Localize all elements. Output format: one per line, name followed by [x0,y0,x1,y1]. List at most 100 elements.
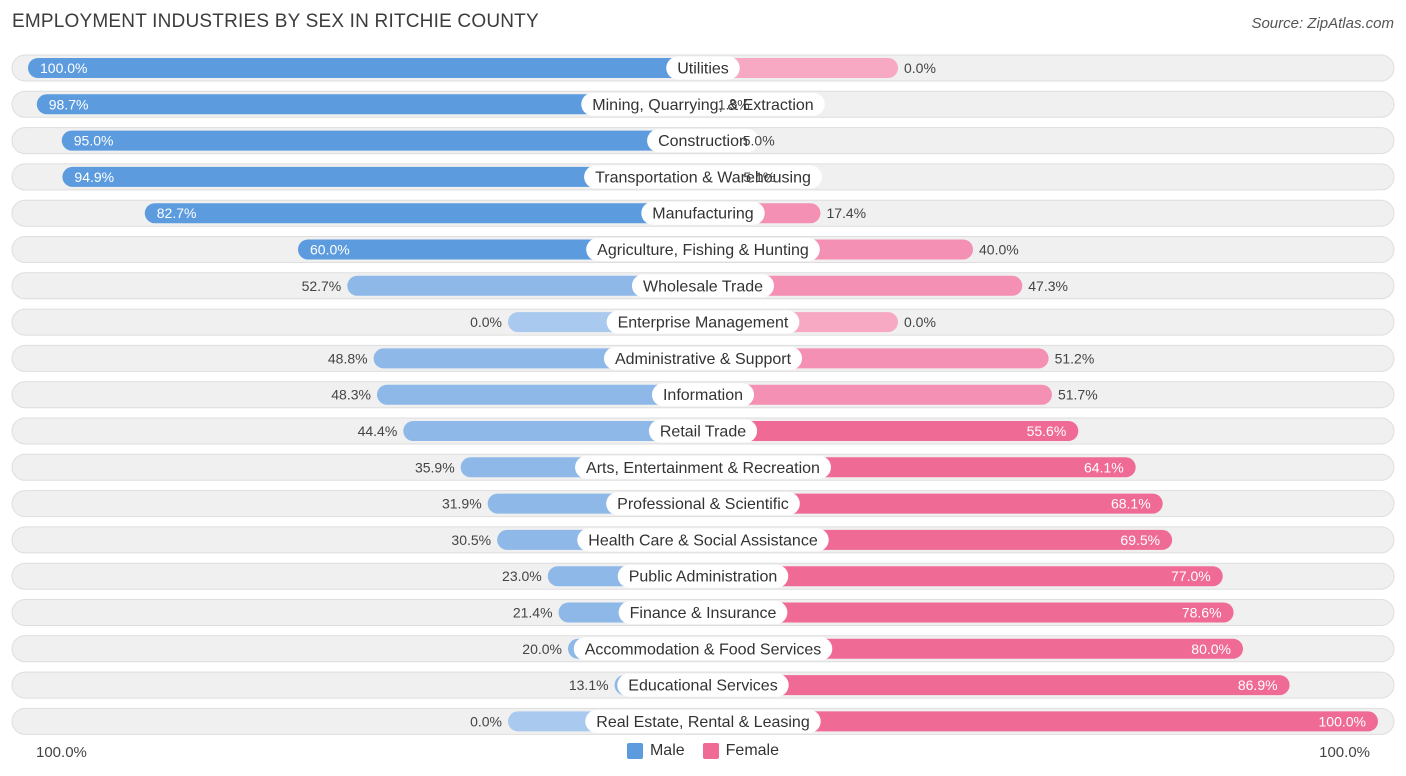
chart-row: Manufacturing 82.7% 17.4% [11,199,1395,227]
value-label-female: 5.1% [743,169,775,185]
chart-row: Professional & Scientific 31.9% 68.1% [11,490,1395,518]
axis-right-label: 100.0% [1319,744,1370,761]
bar-male [403,421,703,441]
value-label-female: 69.5% [1120,532,1160,548]
category-label: Health Care & Social Assistance [588,532,818,549]
bar-female [703,711,1378,732]
bar-female [703,638,1243,659]
bar-female [703,602,1234,623]
category-label-pill [584,165,822,189]
category-label: Retail Trade [660,424,746,441]
category-label-pill [603,346,803,370]
legend-swatch-male [626,743,643,759]
value-label-female: 51.2% [1055,350,1095,366]
bar-female [703,58,898,78]
category-label-pill [617,673,789,697]
value-label-female: 51.7% [1058,387,1098,403]
value-label-female: 80.0% [1191,641,1231,657]
chart-row: Construction 95.0% 5.0% [11,127,1395,155]
bar-male [376,384,703,405]
category-label: Educational Services [628,678,777,695]
bar-male [61,130,703,151]
value-label-male: 0.0% [470,314,502,330]
chart-row: Agriculture, Fishing & Hunting 60.0% 40.0% [11,236,1395,263]
chart-plot-area: Utilities 100.0% 0.0% Mining, Quarrying, & … [11,54,1395,735]
bar-male [62,166,704,187]
category-label: Arts, Entertainment & Recreation [586,460,820,477]
value-label-male: 31.9% [442,496,482,512]
chart-row: Public Administration 23.0% 77.0% [11,562,1395,590]
bar-male [28,58,703,78]
category-label: Enterprise Management [618,315,789,332]
source-credit: Source: ZipAtlas.com [1251,15,1394,32]
value-label-female: 5.0% [743,133,775,149]
value-label-female: 47.3% [1028,278,1068,294]
category-label-pill [573,637,833,661]
chart-row: Educational Services 13.1% 86.9% [11,671,1395,699]
category-label-pill [606,492,800,516]
value-label-male: 52.7% [302,278,342,294]
bar-female [703,421,1079,441]
category-label-pill [585,709,821,733]
value-label-female: 68.1% [1111,496,1151,512]
value-label-female: 55.6% [1027,423,1067,439]
category-label: Finance & Insurance [630,605,777,622]
category-label-pill [618,601,788,624]
category-label-pill [648,419,758,443]
category-label-pill [647,129,759,153]
legend-item-female[interactable]: Female [702,742,780,760]
bar-female [703,566,1223,587]
chart-row: Wholesale Trade 52.7% 47.3% [11,272,1395,300]
bar-female [703,493,1163,514]
category-label: Mining, Quarrying, & Extraction [592,97,813,114]
value-label-female: 0.0% [904,60,936,76]
chart-row: Health Care & Social Assistance 30.5% 69.5… [11,526,1395,554]
category-label-pill [586,238,820,261]
category-label: Utilities [677,61,729,78]
legend-swatch-female [702,743,719,759]
category-label: Professional & Scientific [617,496,789,513]
category-label: Public Administration [629,569,778,586]
value-label-male: 98.7% [49,96,89,112]
bar-female [703,384,1052,405]
category-label: Manufacturing [652,206,753,223]
category-label-pill [641,201,765,225]
value-label-male: 94.9% [74,169,114,185]
value-label-male: 35.9% [415,459,455,475]
chart-row: Information 48.3% 51.7% [11,381,1395,409]
axis-left-label: 100.0% [36,744,87,761]
value-label-male: 100.0% [40,60,87,76]
category-label: Transportation & Warehousing [595,169,811,186]
value-label-male: 60.0% [310,242,350,258]
category-label: Wholesale Trade [643,278,763,295]
value-label-female: 0.0% [904,314,936,330]
value-label-male: 20.0% [522,641,562,657]
chart-row: Finance & Insurance 21.4% 78.6% [11,599,1395,626]
category-label: Information [663,387,743,404]
legend-item-male[interactable]: Male [626,742,685,760]
chart-row: Enterprise Management 0.0% 0.0% [11,308,1395,336]
chart-row: Accommodation & Food Services 20.0% 80.0% [11,635,1395,663]
category-label-pill [617,564,789,588]
value-label-female: 86.9% [1238,677,1278,693]
category-label-pill [581,92,825,116]
chart-legend: Male Female [0,742,1406,760]
value-label-female: 100.0% [1319,713,1366,729]
chart-row: Real Estate, Rental & Leasing 0.0% 100.0% [11,707,1395,735]
bar-female [703,675,1290,696]
value-label-male: 82.7% [157,205,197,221]
value-label-male: 21.4% [513,605,553,621]
chart-row: Utilities 100.0% 0.0% [11,54,1395,82]
value-label-female: 64.1% [1084,459,1124,475]
legend-label-female: Female [725,742,780,759]
chart-row: Mining, Quarrying, & Extraction 98.7% 1.3% [11,90,1395,118]
category-label-pill [577,528,829,552]
category-label-pill [651,383,755,407]
category-label: Administrative & Support [615,351,792,368]
category-label: Accommodation & Food Services [585,641,822,658]
category-label-pill [606,310,800,334]
chart-row: Retail Trade 44.4% 55.6% [11,417,1395,445]
value-label-male: 95.0% [74,133,114,149]
value-label-female: 1.3% [718,96,750,112]
bar-female [703,275,1023,296]
